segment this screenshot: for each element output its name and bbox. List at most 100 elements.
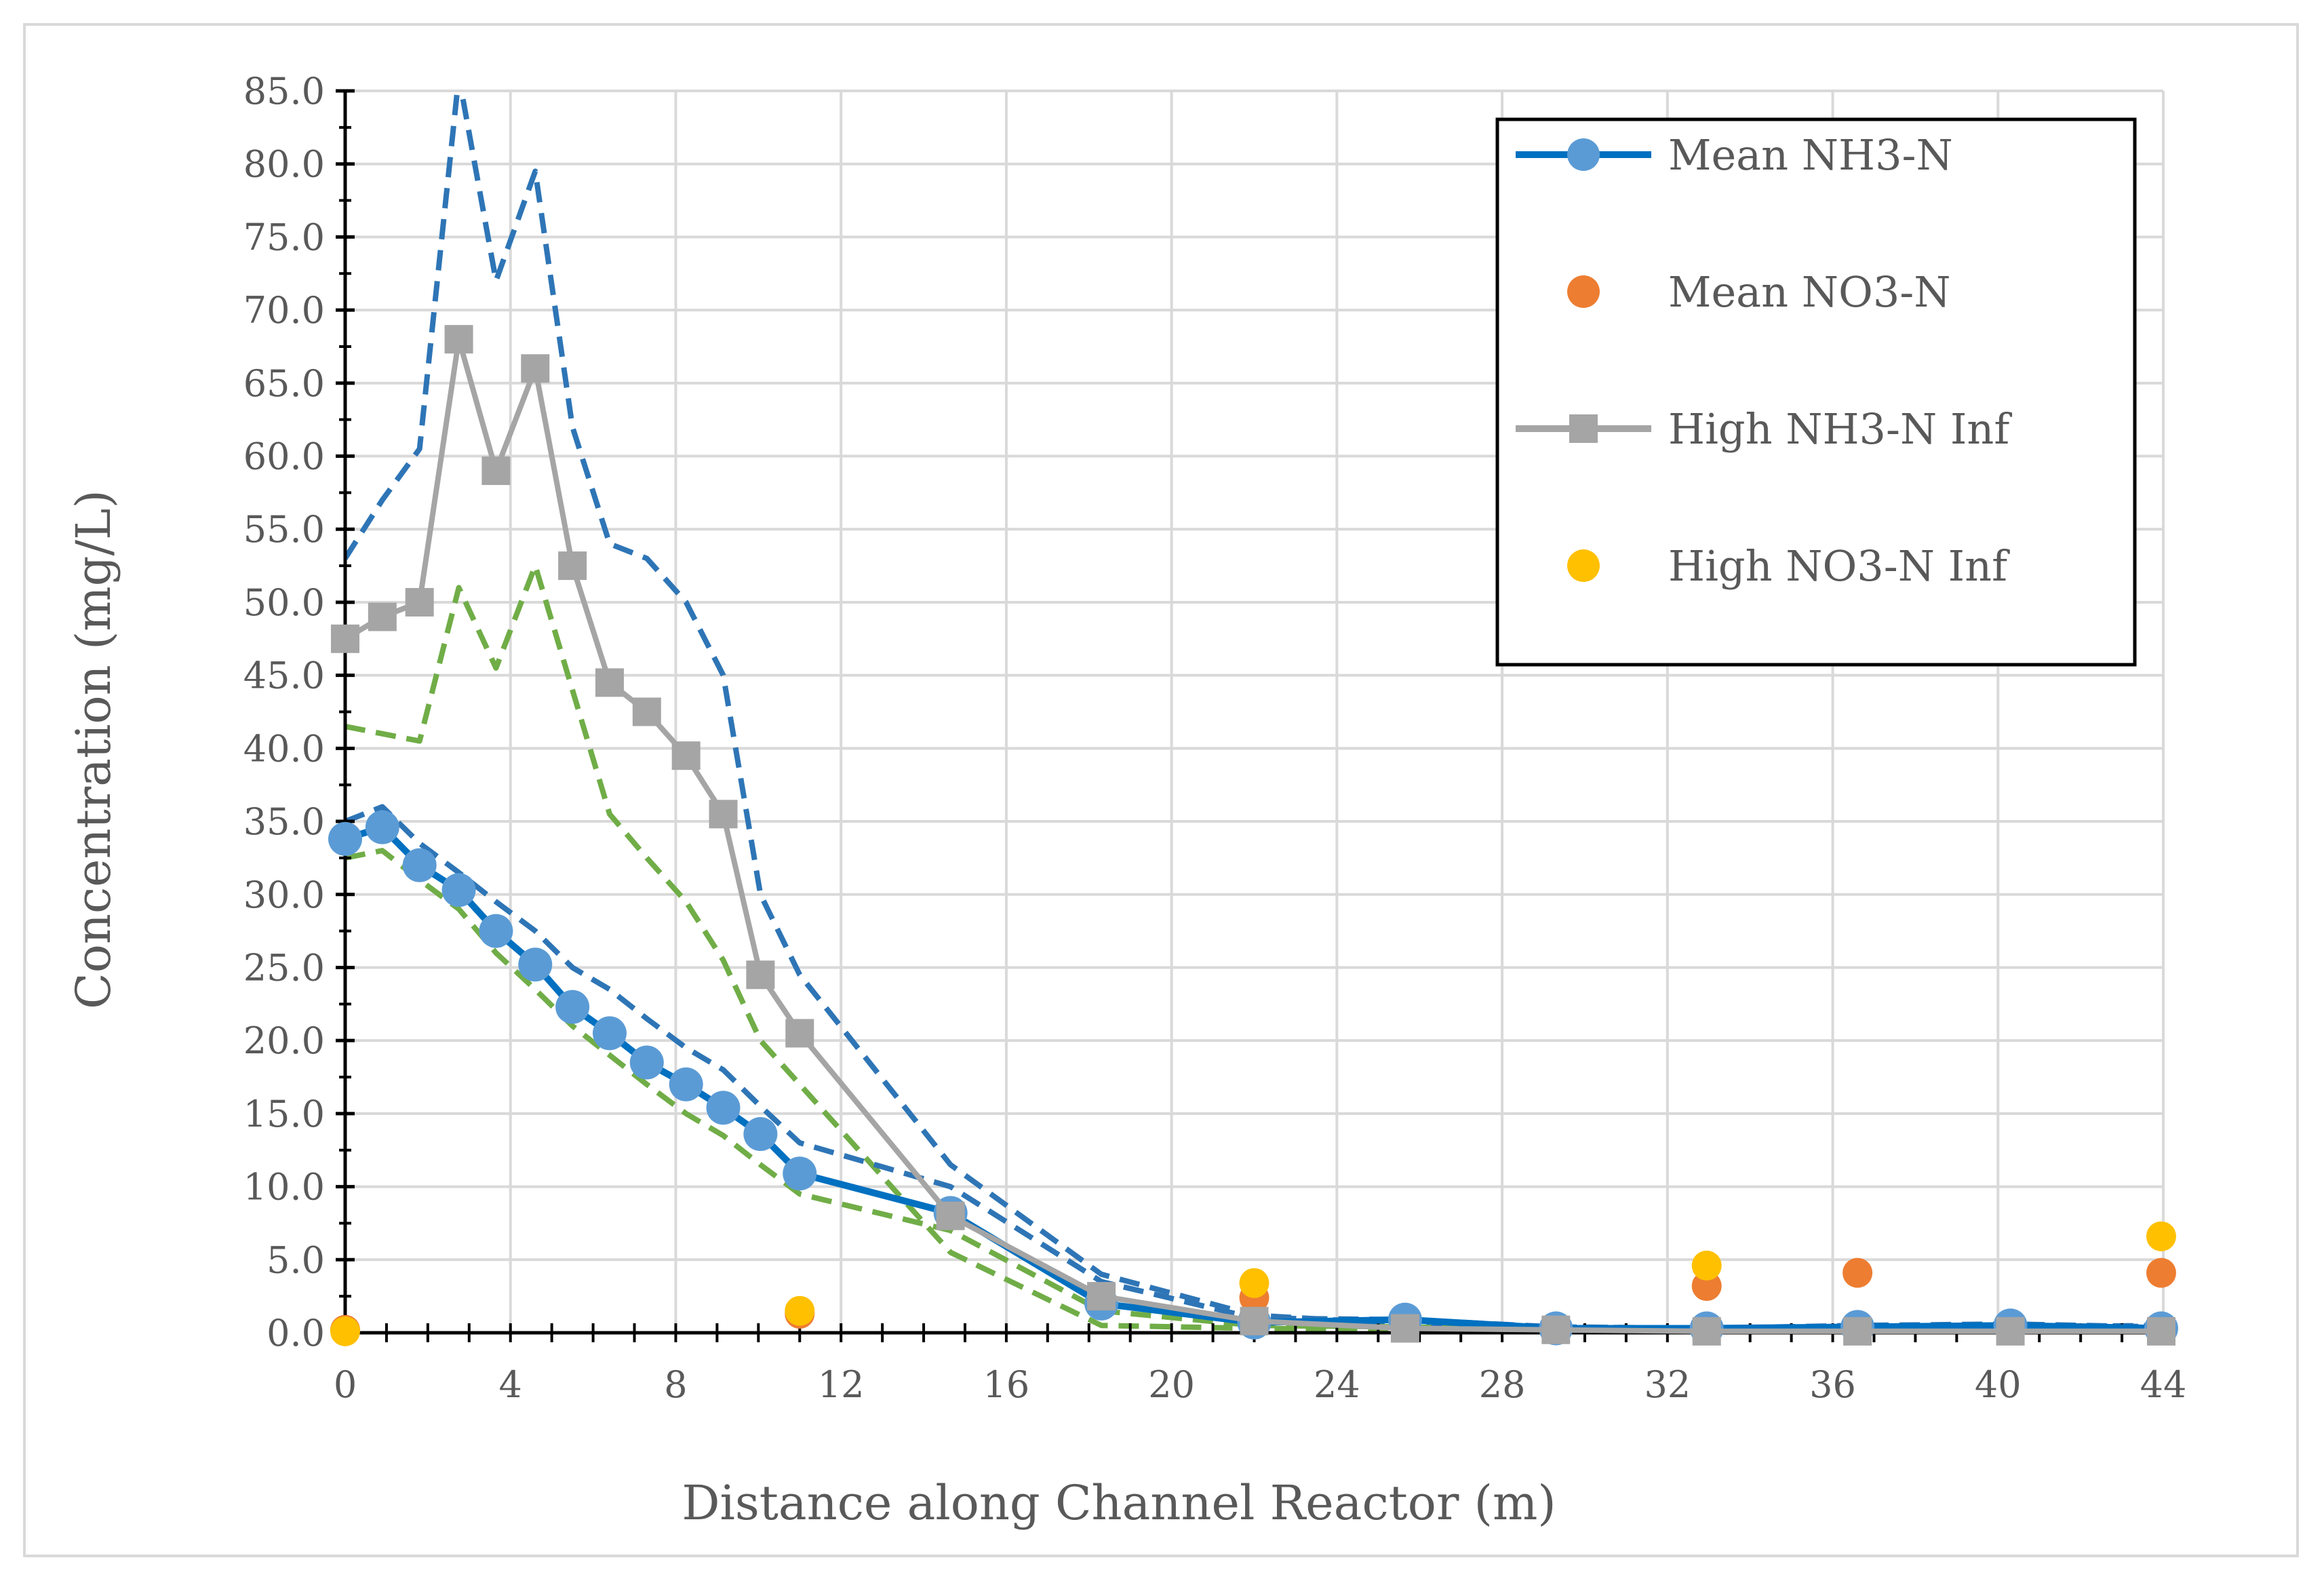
data-point-high-nh3-n-inf [709,800,738,829]
series-line-mean-nh3-n [344,823,2162,1332]
data-point-high-nh3-n-inf [1541,1315,1571,1344]
clip-mean-nh3-n-upper [345,804,2162,1331]
y-tick-label: 75.0 [243,216,325,258]
data-point-high-no3-n-inf [330,1316,360,1346]
legend-box [1495,117,2137,667]
y-tick-label: 50.0 [243,581,325,624]
y-tick-label: 40.0 [243,727,325,770]
x-tick-label: 12 [818,1363,865,1406]
x-tick-label: 24 [1314,1363,1360,1406]
x-axis-title: Distance along Channel Reactor (m) [682,1475,1556,1531]
data-point-mean-nh3-n [365,810,399,844]
data-point-high-nh3-n-inf [1843,1316,1872,1346]
data-point-mean-nh3-n [441,873,476,907]
series-high-no3-n-inf [330,1221,2176,1346]
y-tick-label: 5.0 [267,1238,325,1281]
data-point-mean-nh3-n [783,1156,817,1191]
data-point-high-nh3-n-inf [405,587,434,617]
legend-label-mean-no3: Mean NO3-N [1668,267,1951,317]
data-point-mean-nh3-n [743,1117,778,1152]
y-tick-label: 55.0 [243,508,325,551]
legend-item-high-no3: High NO3-N Inf [1567,541,2010,591]
data-point-high-nh3-n-inf [521,354,550,383]
y-tick-label: 25.0 [243,946,325,989]
x-tick-label: 36 [1809,1363,1856,1406]
data-point-high-no3-n-inf [1691,1250,1722,1281]
y-tick-label: 45.0 [243,655,325,697]
data-point-mean-no3-n [2146,1257,2176,1288]
legend-marker-mean-no3 [1567,275,1600,308]
legend-marker-mean-nh3 [1567,138,1600,171]
data-point-mean-nh3-n [592,1016,627,1051]
data-series [328,325,2178,1346]
y-tick-label: 65.0 [243,362,325,405]
data-point-high-nh3-n-inf [632,697,661,726]
data-point-high-no3-n-inf [1239,1268,1269,1298]
series-line-high-nh3-n-inf [343,336,2161,1334]
x-tick-label: 32 [1644,1363,1691,1406]
data-point-mean-nh3-n [629,1045,664,1080]
data-point-mean-nh3-n [402,848,437,882]
legend-label-high-no3: High NO3-N Inf [1668,541,2010,591]
data-point-high-nh3-n-inf [1240,1306,1269,1335]
y-tick-label: 0.0 [267,1312,325,1354]
data-point-high-nh3-n-inf [1692,1316,1721,1346]
x-tick-label: 40 [1975,1363,2022,1406]
legend: Mean NH3-N Mean NO3-N High NH3-N Inf Hig… [1495,117,2137,667]
legend-label-mean-nh3: Mean NH3-N [1668,130,1953,180]
data-point-high-nh3-n-inf [1996,1316,2025,1346]
data-point-mean-nh3-n [479,914,513,948]
y-tick-label: 10.0 [243,1166,325,1209]
x-tick-label: 16 [983,1363,1030,1406]
data-point-high-nh3-n-inf [481,456,511,486]
series-line-mean-nh3-n-upper [345,804,2162,1331]
legend-item-mean-no3: Mean NO3-N [1567,267,1951,317]
x-tick-label: 44 [2140,1363,2187,1406]
data-point-high-no3-n-inf [2146,1221,2176,1251]
data-point-high-nh3-n-inf [331,624,359,653]
x-tick-label: 4 [499,1363,522,1406]
data-point-high-nh3-n-inf [746,960,775,990]
legend-marker-high-nh3 [1569,414,1598,443]
data-point-high-no3-n-inf [785,1295,815,1326]
y-axis-title: Concentration (mg/L) [66,490,121,1009]
data-point-mean-nh3-n [328,821,362,856]
y-tick-labels: 0.0 5.0 10.0 15.0 20.0 25.0 30.0 35.0 40.0 45.0 50… [243,70,325,1354]
data-point-high-nh3-n-inf [595,668,624,697]
legend-marker-high-no3 [1567,549,1600,582]
data-point-high-nh3-n-inf [785,1019,814,1048]
data-point-high-nh3-n-inf [1390,1314,1419,1343]
data-point-high-nh3-n-inf [936,1201,965,1230]
y-tick-label: 85.0 [243,70,325,113]
x-tick-label: 0 [334,1363,357,1406]
y-tick-label: 60.0 [243,435,325,478]
y-tick-label: 15.0 [243,1093,325,1135]
data-point-mean-nh3-n [518,948,553,982]
x-tick-label: 8 [664,1363,687,1406]
y-tick-label: 70.0 [243,289,325,332]
y-tick-label: 30.0 [243,874,325,916]
data-point-mean-nh3-n [669,1067,703,1101]
data-point-high-nh3-n-inf [2146,1316,2175,1346]
y-tick-label: 35.0 [243,800,325,843]
data-point-mean-nh3-n [555,990,590,1024]
data-point-high-nh3-n-inf [1087,1282,1116,1311]
data-point-mean-no3-n [1691,1271,1722,1302]
series-high-nh3-n-inf [331,325,2175,1346]
x-tick-labels: 0 4 8 12 16 20 24 28 32 36 40 44 [334,1363,2187,1406]
legend-label-high-nh3: High NH3-N Inf [1668,404,2012,454]
legend-item-high-nh3: High NH3-N Inf [1516,404,2012,454]
clip-mean-nh3-n-lower [345,848,2162,1333]
data-point-high-nh3-n-inf [671,741,701,770]
x-tick-label: 20 [1148,1363,1195,1406]
y-tick-label: 80.0 [243,143,325,186]
data-point-high-nh3-n-inf [368,602,397,631]
series-line-mean-nh3-n-lower [345,848,2162,1333]
series-mean-nh3-n [328,810,2178,1346]
y-tick-label: 20.0 [243,1019,325,1062]
data-point-mean-nh3-n [706,1091,741,1125]
data-point-high-nh3-n-inf [558,551,587,581]
data-point-mean-no3-n [1843,1257,1873,1288]
legend-item-mean-nh3: Mean NH3-N [1516,130,1953,180]
